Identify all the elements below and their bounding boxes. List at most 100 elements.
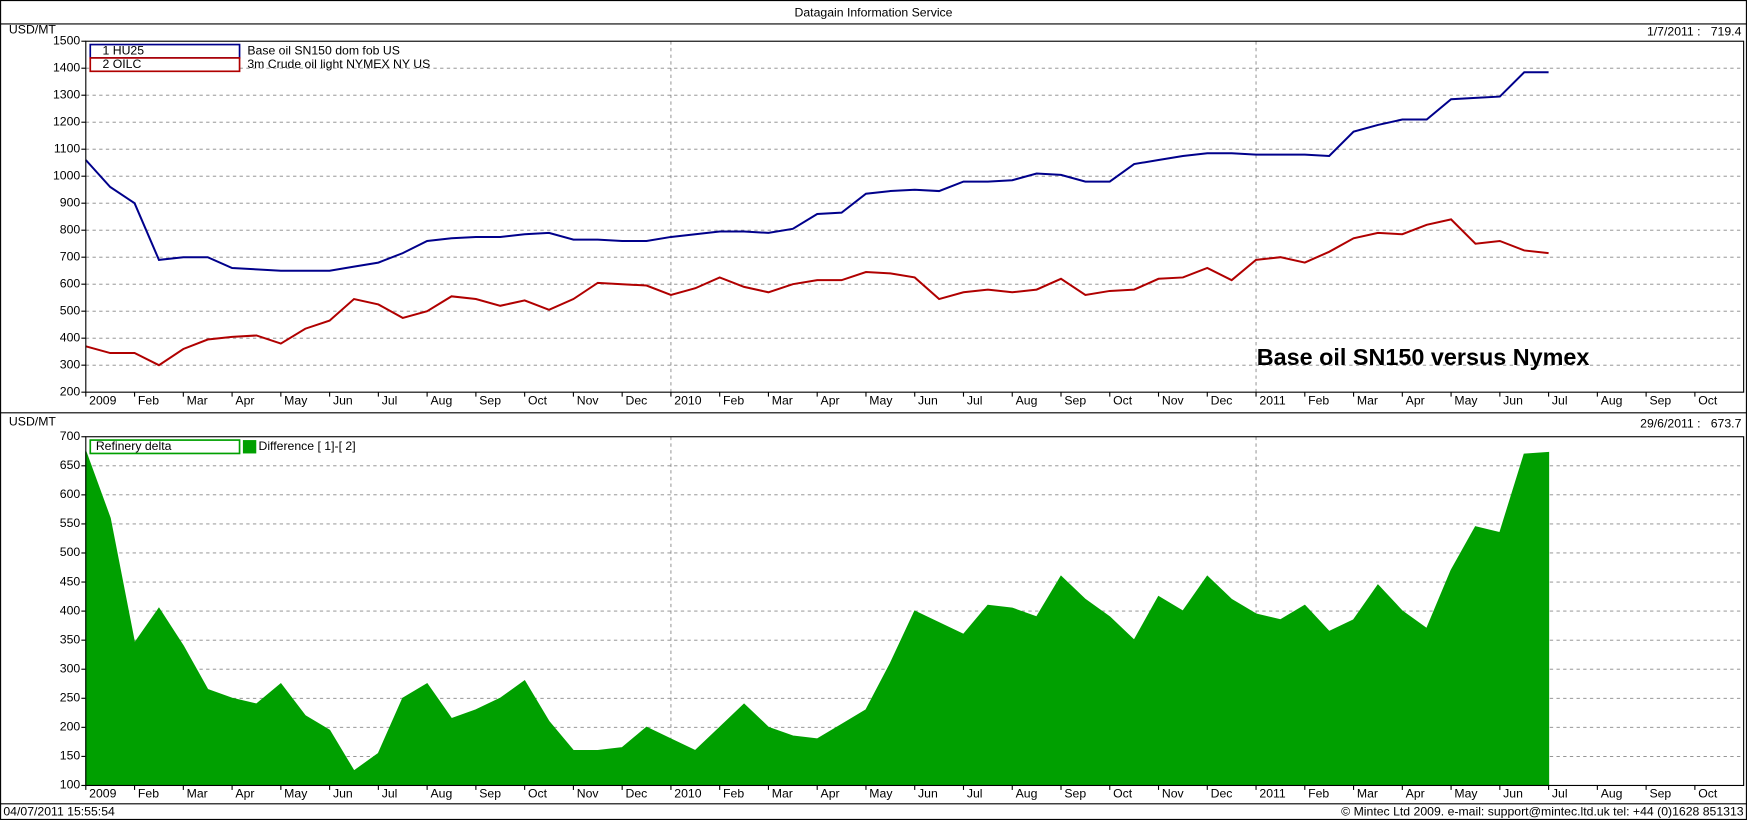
x-tick-label: Oct: [1698, 787, 1718, 801]
x-tick-label: Feb: [138, 393, 159, 407]
y-tick-label: 1000: [53, 168, 80, 182]
y-tick-label: 700: [60, 249, 81, 263]
x-tick-label: Sep: [1064, 787, 1086, 801]
readout: 29/6/2011 : 673.7: [1640, 417, 1741, 431]
y-tick-label: 350: [60, 632, 81, 646]
x-tick-label: Nov: [1162, 787, 1185, 801]
x-tick-label: Jul: [967, 787, 983, 801]
x-tick-label: Jul: [382, 393, 398, 407]
x-tick-label: Apr: [1406, 393, 1425, 407]
x-tick-label: Nov: [577, 787, 600, 801]
x-tick-label: Jun: [1503, 787, 1523, 801]
y-tick-label: 100: [60, 778, 81, 792]
legend-description: Base oil SN150 dom fob US: [247, 43, 400, 57]
x-tick-label: Jun: [333, 393, 353, 407]
x-tick-label: Sep: [479, 393, 501, 407]
y-tick-label: 450: [60, 574, 81, 588]
x-tick-label: Aug: [430, 787, 452, 801]
window-title: Datagain Information Service: [795, 6, 953, 20]
x-tick-label: Dec: [626, 787, 648, 801]
x-tick-label: 2009: [89, 393, 116, 407]
plot-border: [85, 436, 1745, 787]
x-tick-label: Oct: [1113, 393, 1133, 407]
y-tick-label: 1500: [53, 33, 80, 47]
y-tick-label: 550: [60, 516, 81, 530]
y-tick-label: 900: [60, 195, 81, 209]
copyright: © Mintec Ltd 2009. e-mail: support@minte…: [1341, 804, 1744, 818]
x-tick-label: Jun: [1503, 393, 1523, 407]
x-tick-label: May: [869, 787, 893, 801]
legend-box: [89, 439, 241, 455]
x-tick-label: Oct: [1698, 393, 1718, 407]
y-tick-label: 250: [60, 691, 81, 705]
x-tick-label: Jul: [382, 787, 398, 801]
x-tick-label: 2010: [674, 393, 701, 407]
x-tick-label: Jul: [967, 393, 983, 407]
y-tick-label: 300: [60, 661, 81, 675]
x-tick-label: Sep: [479, 787, 501, 801]
x-tick-label: Feb: [723, 787, 744, 801]
x-tick-label: 2011: [1259, 787, 1286, 801]
x-tick-label: Jun: [918, 393, 938, 407]
x-tick-label: Feb: [138, 787, 159, 801]
x-tick-label: Oct: [1113, 787, 1133, 801]
plot-border: [85, 40, 1745, 393]
x-tick-label: May: [1454, 393, 1478, 407]
x-tick-label: Aug: [1601, 393, 1623, 407]
x-tick-label: Apr: [1406, 787, 1425, 801]
x-tick-label: Sep: [1649, 787, 1671, 801]
x-tick-label: Apr: [235, 393, 254, 407]
x-tick-label: Mar: [187, 787, 208, 801]
x-tick-label: Apr: [821, 393, 840, 407]
x-tick-label: Feb: [1308, 787, 1329, 801]
x-tick-label: Jul: [1552, 787, 1568, 801]
timestamp: 04/07/2011 15:55:54: [3, 804, 115, 818]
y-tick-label: 600: [60, 276, 81, 290]
x-tick-label: Dec: [626, 393, 648, 407]
x-tick-label: Jun: [333, 787, 353, 801]
x-tick-label: May: [1454, 787, 1478, 801]
x-tick-label: May: [869, 393, 893, 407]
y-tick-label: 650: [60, 458, 81, 472]
x-tick-label: Aug: [1601, 787, 1623, 801]
y-tick-label: 200: [60, 720, 81, 734]
x-tick-label: Nov: [577, 393, 600, 407]
legend-label: 1 HU25: [103, 43, 145, 57]
x-tick-label: Mar: [1357, 787, 1378, 801]
x-tick-label: May: [284, 393, 308, 407]
x-tick-label: Nov: [1162, 393, 1185, 407]
y-tick-label: 500: [60, 545, 81, 559]
x-tick-label: Apr: [821, 787, 840, 801]
y-tick-label: 700: [60, 429, 81, 443]
y-tick-label: 600: [60, 487, 81, 501]
x-tick-label: Feb: [723, 393, 744, 407]
area: [85, 451, 1550, 787]
y-tick-label: 800: [60, 222, 81, 236]
x-tick-label: Jun: [918, 787, 938, 801]
x-tick-label: 2010: [674, 787, 701, 801]
annotation: Base oil SN150 versus Nymex: [1257, 344, 1590, 370]
y-tick-label: 200: [60, 384, 81, 398]
x-tick-label: Dec: [1211, 787, 1233, 801]
line: [85, 218, 1549, 367]
y-tick-label: 1100: [54, 141, 81, 155]
y-tick-label: 1200: [53, 114, 80, 128]
x-tick-label: Oct: [528, 787, 548, 801]
legend-label: Refinery delta: [96, 439, 172, 453]
y-tick-label: 500: [60, 303, 81, 317]
legend-label: 2 OILC: [103, 57, 142, 71]
y-tick-label: 300: [60, 357, 81, 371]
y-tick-label: 150: [60, 749, 81, 763]
x-tick-label: 2009: [89, 787, 116, 801]
x-tick-label: Mar: [1357, 393, 1378, 407]
x-tick-label: Aug: [1016, 787, 1038, 801]
x-tick-label: Mar: [772, 787, 793, 801]
x-tick-label: Aug: [430, 393, 452, 407]
legend-description: 3m Crude oil light NYMEX NY US: [247, 57, 430, 71]
legend-description: Difference [ 1]-[ 2]: [258, 439, 355, 453]
readout: 1/7/2011 : 719.4: [1647, 25, 1742, 39]
x-tick-label: Sep: [1649, 393, 1671, 407]
x-tick-label: Feb: [1308, 393, 1329, 407]
y-tick-label: 400: [60, 330, 81, 344]
